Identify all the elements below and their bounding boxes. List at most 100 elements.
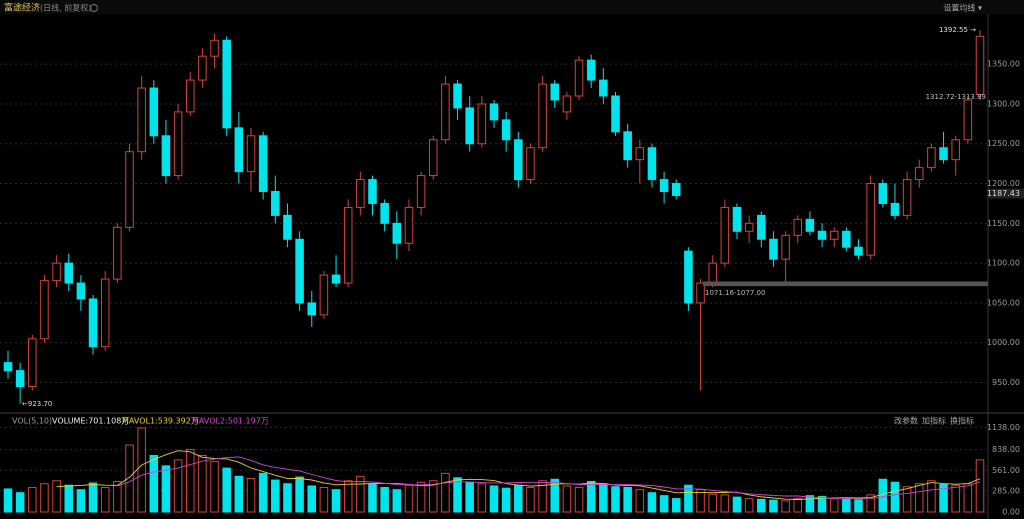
candle-body bbox=[173, 111, 183, 177]
vol-tick-label: 0.00 bbox=[1002, 508, 1020, 517]
volume-bar bbox=[599, 483, 608, 513]
y-tick-label: 1000.00 bbox=[987, 338, 1020, 347]
candle-body bbox=[319, 274, 329, 316]
volume-bar bbox=[246, 478, 256, 513]
panel-button[interactable]: 换指标 bbox=[950, 416, 974, 426]
mavol1-label: MAVOL1:539.392万 bbox=[122, 417, 199, 426]
candle-body bbox=[866, 183, 875, 256]
candle-body bbox=[538, 83, 547, 149]
volume-bar bbox=[428, 480, 438, 513]
volume-bar bbox=[319, 486, 329, 513]
y-tick-label: 1050.00 bbox=[987, 298, 1020, 307]
vol-label: VOLUME:701.108万 bbox=[52, 417, 129, 426]
candle-body bbox=[343, 206, 353, 284]
volume-bar bbox=[586, 481, 596, 513]
candle-body bbox=[623, 131, 632, 161]
candle-body bbox=[453, 83, 462, 109]
candle-body bbox=[331, 274, 341, 284]
volume-bar bbox=[15, 492, 25, 513]
panel-button[interactable]: 加指标 bbox=[922, 416, 946, 426]
y-tick-label: 1250.00 bbox=[987, 139, 1020, 148]
candle-body bbox=[40, 280, 49, 340]
candle-body bbox=[514, 139, 523, 181]
volume-bar bbox=[40, 483, 49, 513]
candle-body bbox=[501, 119, 511, 141]
volume-bar bbox=[854, 499, 863, 513]
candle-body bbox=[149, 87, 159, 137]
candle-body bbox=[222, 39, 231, 129]
last-price-label: 1187.43 bbox=[987, 189, 1020, 198]
candle-body bbox=[477, 103, 487, 145]
vol-name: VOL(5,10) bbox=[12, 417, 52, 426]
candle-body bbox=[15, 370, 25, 388]
vol-tick-label: 285.00 bbox=[992, 486, 1020, 495]
volume-bar bbox=[793, 498, 803, 513]
ma-menu[interactable]: 设置均线 ▾ bbox=[943, 3, 982, 13]
volume-bar bbox=[611, 486, 620, 513]
volume-bar bbox=[635, 489, 645, 513]
candle-body bbox=[805, 218, 815, 232]
volume-bar bbox=[173, 459, 183, 513]
candle-body bbox=[113, 226, 122, 280]
candle-body bbox=[283, 214, 292, 240]
volume-bar bbox=[939, 483, 948, 513]
volume-bar bbox=[538, 480, 547, 513]
volume-bar bbox=[647, 492, 657, 513]
candle-body bbox=[914, 167, 924, 181]
candle-body bbox=[198, 55, 207, 81]
volume-bar bbox=[441, 472, 450, 513]
candle-body bbox=[963, 99, 973, 141]
candle-body bbox=[52, 262, 61, 282]
candle-body bbox=[88, 298, 98, 348]
volume-bar bbox=[671, 498, 681, 513]
volume-bar bbox=[271, 479, 280, 513]
y-tick-label: 1150.00 bbox=[987, 219, 1020, 228]
candle-body bbox=[599, 79, 608, 97]
candle-body bbox=[210, 39, 219, 57]
candle-body bbox=[526, 147, 535, 181]
mavol-line bbox=[117, 456, 981, 500]
volume-bar bbox=[489, 485, 499, 513]
volume-bar bbox=[927, 480, 936, 513]
volume-bar bbox=[708, 493, 717, 513]
candle-body bbox=[392, 222, 402, 244]
candle-body bbox=[258, 135, 268, 193]
candle-body bbox=[696, 282, 705, 304]
candle-body bbox=[307, 302, 317, 316]
volume-bar bbox=[283, 483, 292, 513]
panel-button[interactable]: 改参数 bbox=[894, 416, 918, 426]
candle-body bbox=[647, 147, 657, 181]
volume-bar bbox=[356, 475, 365, 513]
volume-bar bbox=[842, 498, 851, 513]
volume-bar bbox=[52, 480, 61, 513]
candle-body bbox=[927, 147, 936, 169]
volume-bar bbox=[781, 500, 790, 513]
volume-bar bbox=[696, 489, 705, 513]
candle-body bbox=[550, 83, 560, 101]
candle-body bbox=[842, 230, 851, 248]
volume-bar bbox=[64, 484, 74, 513]
volume-bar bbox=[161, 465, 171, 513]
volume-bar bbox=[951, 484, 960, 513]
volume-bar bbox=[343, 480, 353, 513]
settings-icon[interactable] bbox=[90, 4, 98, 12]
volume-bar bbox=[757, 498, 766, 513]
volume-bar bbox=[817, 495, 827, 513]
volume-bar bbox=[113, 481, 122, 513]
candle-body bbox=[465, 107, 474, 145]
candle-body bbox=[939, 147, 948, 161]
volume-bar bbox=[684, 484, 693, 513]
candle-body bbox=[635, 147, 645, 161]
candle-body bbox=[137, 87, 146, 153]
volume-bar bbox=[514, 484, 523, 513]
volume-bar bbox=[368, 483, 377, 513]
candle-body bbox=[878, 183, 888, 204]
high-label: 1392.55 → bbox=[939, 26, 976, 34]
price-band bbox=[703, 281, 988, 287]
volume-bar bbox=[88, 482, 98, 513]
volume-bar bbox=[805, 495, 815, 513]
volume-bar bbox=[878, 478, 888, 513]
candle-body bbox=[161, 135, 171, 177]
volume-bar bbox=[125, 444, 134, 513]
candle-body bbox=[793, 218, 803, 236]
